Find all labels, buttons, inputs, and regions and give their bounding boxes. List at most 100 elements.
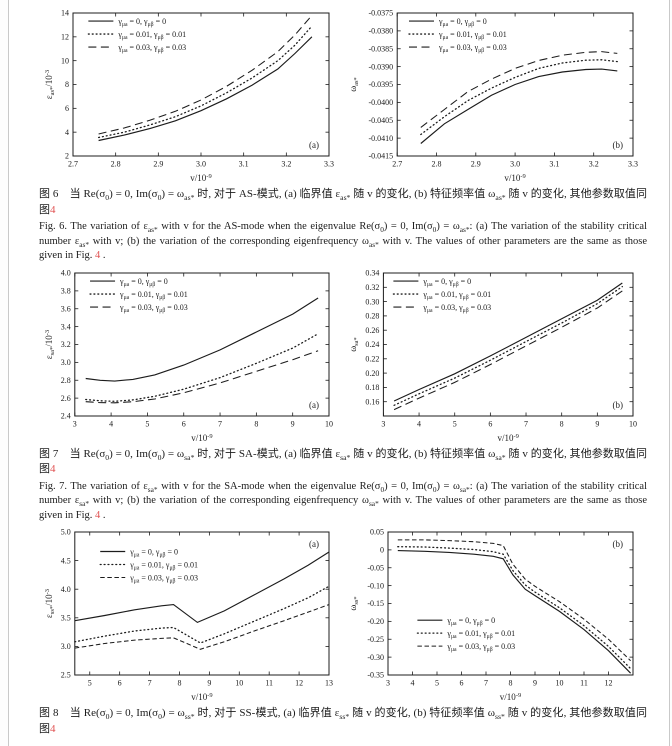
figure-6a-chart: 2.7 2.8 2.9 3.0 3.1 3.2 3.3 2 4 6 8 10 12 14 γμa = 0, … — [43, 6, 339, 184]
svg-text:2.4: 2.4 — [61, 411, 71, 420]
svg-text:10: 10 — [235, 679, 243, 688]
svg-text:εss*/10-3: εss*/10-3 — [44, 589, 56, 618]
svg-text:-0.0375: -0.0375 — [369, 9, 394, 18]
svg-text:6: 6 — [182, 419, 186, 428]
svg-text:10: 10 — [325, 419, 333, 428]
fig4-reference-link[interactable]: 4 — [95, 509, 101, 521]
figure-8-row: 5 6 7 8 9 10 11 12 13 2.5 3.0 3.5 4.0 4.5 5.0 γμa = 0, … — [33, 525, 653, 703]
svg-text:2.8: 2.8 — [61, 375, 71, 384]
svg-text:3.0: 3.0 — [61, 358, 71, 367]
svg-text:3.5: 3.5 — [61, 614, 71, 623]
svg-text:γμa = 0, γμβ = 0: γμa = 0, γμβ = 0 — [129, 547, 178, 558]
svg-text:(b): (b) — [613, 539, 624, 549]
svg-text:0.22: 0.22 — [365, 354, 379, 363]
svg-text:2.9: 2.9 — [471, 160, 481, 169]
svg-text:2: 2 — [65, 152, 69, 161]
fig4-reference-link[interactable]: 4 — [50, 722, 56, 735]
svg-text:γμa = 0.01, γμβ = 0.01: γμa = 0.01, γμβ = 0.01 — [117, 30, 186, 41]
svg-text:6: 6 — [488, 419, 492, 428]
svg-text:3.3: 3.3 — [628, 160, 638, 169]
svg-text:-0.0380: -0.0380 — [369, 27, 394, 36]
svg-text:6: 6 — [65, 104, 69, 113]
svg-text:2.5: 2.5 — [61, 671, 71, 680]
figure-6-caption-zh: 图 6 当 Re(σ0) = 0, Im(σ0) = ωas* 时, 对于 AS… — [39, 187, 647, 218]
svg-text:3: 3 — [386, 679, 390, 688]
caption-text: . — [100, 509, 106, 521]
svg-text:7: 7 — [484, 679, 488, 688]
svg-text:0.26: 0.26 — [365, 325, 379, 334]
figure-7a-chart: 3 4 5 6 7 8 9 10 2.4 2.6 2.8 3.0 3.2 3.4 3.6 3.8 4.0 γμa … — [43, 266, 339, 444]
svg-text:γμa = 0.01, γμβ = 0.01: γμa = 0.01, γμβ = 0.01 — [422, 289, 491, 300]
svg-text:2.8: 2.8 — [432, 160, 442, 169]
figure-8-caption-zh: 图 8 当 Re(σ0) = 0, Im(σ0) = ωss* 时, 对于 SS… — [39, 706, 647, 737]
svg-text:εas*/10-3: εas*/10-3 — [44, 70, 56, 99]
svg-text:εsa*/10-3: εsa*/10-3 — [44, 329, 56, 358]
svg-text:0.28: 0.28 — [365, 311, 379, 320]
svg-text:2.6: 2.6 — [61, 393, 71, 402]
svg-text:-0.0405: -0.0405 — [369, 116, 394, 125]
svg-text:γμa = 0, γμβ = 0: γμa = 0, γμβ = 0 — [446, 616, 495, 627]
svg-text:0.24: 0.24 — [365, 340, 379, 349]
svg-text:(a): (a) — [309, 140, 319, 150]
svg-text:(a): (a) — [309, 400, 319, 410]
svg-text:14: 14 — [61, 9, 69, 18]
svg-text:9: 9 — [595, 419, 599, 428]
paper-page: 2.7 2.8 2.9 3.0 3.1 3.2 3.3 2 4 6 8 10 12 14 γμa = 0, … — [8, 0, 670, 746]
svg-text:10: 10 — [61, 56, 69, 65]
svg-text:10: 10 — [556, 679, 564, 688]
svg-text:-0.25: -0.25 — [367, 635, 384, 644]
svg-text:7: 7 — [524, 419, 528, 428]
svg-text:9: 9 — [533, 679, 537, 688]
fig4-reference-link[interactable]: 4 — [50, 463, 56, 475]
svg-text:11: 11 — [580, 679, 588, 688]
svg-text:v/10-9: v/10-9 — [497, 433, 518, 443]
svg-text:4: 4 — [109, 419, 113, 428]
caption-text: 图 7 当 Re(σ0) = 0, Im(σ0) = ωsa* 时, 对于 SA… — [39, 447, 648, 476]
figure-8b-chart: 3 4 5 6 7 8 9 10 11 12 0.05 0 -0.05 -0.10 -0.15 -0.20 -0… — [347, 525, 643, 703]
svg-text:γμa = 0.01, γμβ = 0.01: γμa = 0.01, γμβ = 0.01 — [129, 560, 198, 571]
svg-text:8: 8 — [509, 679, 513, 688]
svg-text:3: 3 — [73, 419, 77, 428]
svg-text:γμa = 0, γμβ = 0: γμa = 0, γμβ = 0 — [438, 17, 487, 28]
svg-text:(a): (a) — [309, 539, 319, 549]
svg-text:3.1: 3.1 — [239, 160, 249, 169]
svg-text:0.34: 0.34 — [365, 268, 379, 277]
caption-text: Fig. 6. The variation of εas* with v for… — [39, 221, 647, 261]
svg-text:-0.0410: -0.0410 — [369, 134, 394, 143]
svg-text:5: 5 — [453, 419, 457, 428]
figure-8a-chart: 5 6 7 8 9 10 11 12 13 2.5 3.0 3.5 4.0 4.5 5.0 γμa = 0, … — [43, 525, 339, 703]
svg-text:5: 5 — [435, 679, 439, 688]
svg-text:11: 11 — [265, 679, 273, 688]
svg-text:v/10-9: v/10-9 — [190, 173, 211, 183]
figure-7-caption: 图 7 当 Re(σ0) = 0, Im(σ0) = ωsa* 时, 对于 SA… — [39, 447, 647, 524]
svg-text:v/10-9: v/10-9 — [500, 692, 521, 702]
svg-text:6: 6 — [118, 679, 122, 688]
svg-text:0: 0 — [380, 546, 384, 555]
fig7b-svg: 3 4 5 6 7 8 9 10 0.16 0.18 0.20 0.22 0.24 0.26 0.28 0.3… — [348, 268, 637, 443]
svg-text:4.0: 4.0 — [61, 585, 71, 594]
svg-text:5: 5 — [88, 679, 92, 688]
svg-text:3: 3 — [381, 419, 385, 428]
svg-text:v/10-9: v/10-9 — [191, 433, 212, 443]
svg-text:4: 4 — [65, 128, 69, 137]
fig8b-svg: 3 4 5 6 7 8 9 10 11 12 0.05 0 -0.05 -0.10 -0.15 -0.20 -0… — [348, 528, 634, 702]
svg-text:-0.0390: -0.0390 — [369, 62, 394, 71]
svg-text:γμa = 0.03, γμβ = 0.03: γμa = 0.03, γμβ = 0.03 — [119, 302, 188, 313]
svg-text:4.5: 4.5 — [61, 556, 71, 565]
svg-text:-0.0385: -0.0385 — [369, 44, 394, 53]
caption-text: Fig. 7. The variation of εsa* with v for… — [39, 480, 647, 521]
svg-text:12: 12 — [295, 679, 303, 688]
svg-text:-0.30: -0.30 — [367, 653, 384, 662]
svg-text:-0.20: -0.20 — [367, 617, 384, 626]
svg-text:2.9: 2.9 — [153, 160, 163, 169]
svg-text:8: 8 — [254, 419, 258, 428]
fig4-reference-link[interactable]: 4 — [95, 250, 101, 261]
svg-text:8: 8 — [560, 419, 564, 428]
svg-text:v/10-9: v/10-9 — [504, 173, 525, 183]
svg-text:-0.0415: -0.0415 — [369, 152, 394, 161]
fig4-reference-link[interactable]: 4 — [50, 203, 56, 216]
svg-text:γμa = 0.03, γμβ = 0.03: γμa = 0.03, γμβ = 0.03 — [117, 43, 186, 54]
svg-text:8: 8 — [65, 80, 69, 89]
svg-text:γμa = 0, γμβ = 0: γμa = 0, γμβ = 0 — [117, 17, 166, 28]
svg-text:3.8: 3.8 — [61, 286, 71, 295]
